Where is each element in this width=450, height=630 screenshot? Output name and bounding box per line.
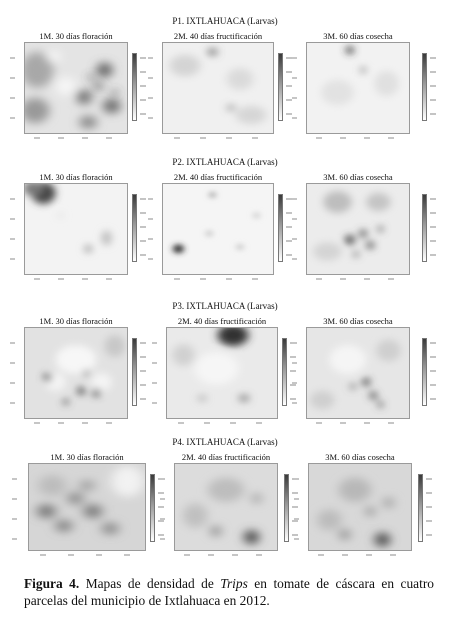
density-map <box>24 327 128 419</box>
density-map <box>24 183 128 275</box>
panel-title: 2M. 40 días fructificación <box>173 172 263 182</box>
panel-title: 2M. 40 días fructificación <box>177 316 267 326</box>
legend-bar <box>284 474 289 542</box>
y-axis-ticks <box>292 194 298 264</box>
map-panel-2m: 2M. 40 días fructificación <box>148 172 292 302</box>
x-axis-ticks <box>166 422 278 426</box>
row-title: P1. IXTLAHUACA (Larvas) <box>172 16 278 26</box>
figure-row-p4: P4. IXTLAHUACA (Larvas) 1M. 30 días flor… <box>0 437 450 577</box>
legend-bar <box>278 194 283 262</box>
legend-ticks <box>426 474 436 542</box>
map-panel-1m: 1M. 30 días floración <box>10 316 146 446</box>
map-panel-3m: 3M. 60 días cosecha <box>292 316 436 446</box>
legend-bar <box>278 53 283 121</box>
panel-title: 1M. 30 días floración <box>50 452 124 462</box>
figure-caption: Figura 4. Mapas de densidad de Trips en … <box>24 575 434 609</box>
x-axis-ticks <box>174 554 278 558</box>
panel-title: 3M. 60 días cosecha <box>323 172 393 182</box>
density-map <box>306 42 410 134</box>
legend-ticks <box>430 53 440 121</box>
legend-ticks <box>430 194 440 262</box>
caption-label: Figura 4. <box>24 576 80 591</box>
y-axis-ticks <box>148 53 154 123</box>
row-title: P3. IXTLAHUACA (Larvas) <box>172 301 278 311</box>
y-axis-ticks <box>10 194 16 264</box>
map-panel-2m: 2M. 40 días fructificación <box>152 316 296 446</box>
y-axis-ticks <box>292 53 298 123</box>
x-axis-ticks <box>28 554 146 558</box>
density-map <box>308 463 412 551</box>
map-panel-1m: 1M. 30 días floración <box>10 31 146 161</box>
density-map <box>166 327 278 419</box>
y-axis-ticks <box>10 53 16 123</box>
legend-bar <box>418 474 423 542</box>
x-axis-ticks <box>24 278 128 282</box>
x-axis-ticks <box>162 278 274 282</box>
x-axis-ticks <box>306 278 410 282</box>
map-panel-2m: 2M. 40 días fructificación <box>148 31 292 161</box>
legend-ticks <box>286 194 296 262</box>
x-axis-ticks <box>306 422 410 426</box>
x-axis-ticks <box>24 137 128 141</box>
density-map <box>306 183 410 275</box>
legend-ticks <box>286 53 296 121</box>
y-axis-ticks <box>12 474 18 544</box>
panel-title: 3M. 60 días cosecha <box>323 31 393 41</box>
panel-title: 3M. 60 días cosecha <box>323 316 393 326</box>
legend-ticks <box>140 338 150 406</box>
y-axis-ticks <box>292 338 298 408</box>
y-axis-ticks <box>10 338 16 408</box>
x-axis-ticks <box>308 554 412 558</box>
legend-ticks <box>140 194 150 262</box>
legend-bar <box>422 53 427 121</box>
legend-bar <box>132 194 137 262</box>
map-panel-1m: 1M. 30 días floración <box>10 172 146 302</box>
density-map <box>306 327 410 419</box>
legend-ticks <box>140 53 150 121</box>
y-axis-ticks <box>160 474 166 544</box>
legend-bar <box>132 338 137 406</box>
y-axis-ticks <box>294 474 300 544</box>
map-panel-1m: 1M. 30 días floración <box>12 452 164 572</box>
caption-italic-term: Trips <box>220 576 248 591</box>
map-panel-3m: 3M. 60 días cosecha <box>292 31 436 161</box>
map-panel-3m: 3M. 60 días cosecha <box>294 452 432 572</box>
panel-title: 2M. 40 días fructificación <box>173 31 263 41</box>
y-axis-ticks <box>152 338 158 408</box>
caption-text-after: en tomate de cáscara en cuatro parcelas … <box>24 576 434 608</box>
panel-title: 1M. 30 días floración <box>39 31 113 41</box>
density-map <box>24 42 128 134</box>
density-map <box>162 42 274 134</box>
x-axis-ticks <box>24 422 128 426</box>
x-axis-ticks <box>162 137 274 141</box>
legend-bar <box>422 194 427 262</box>
map-panel-2m: 2M. 40 días fructificación <box>160 452 298 572</box>
figure-row-p1: P1. IXTLAHUACA (Larvas) 1M. 30 días flor… <box>0 16 450 166</box>
figure-row-p3: P3. IXTLAHUACA (Larvas) 1M. 30 días flor… <box>0 301 450 451</box>
caption-text-before: Mapas de densidad de <box>79 576 221 591</box>
panel-title: 1M. 30 días floración <box>39 316 113 326</box>
figure-row-p2: P2. IXTLAHUACA (Larvas) 1M. 30 días flor… <box>0 157 450 307</box>
legend-bar <box>150 474 155 542</box>
legend-ticks <box>430 338 440 406</box>
panel-title: 3M. 60 días cosecha <box>325 452 395 462</box>
legend-bar <box>132 53 137 121</box>
density-map <box>162 183 274 275</box>
map-panel-3m: 3M. 60 días cosecha <box>292 172 436 302</box>
density-map <box>174 463 278 551</box>
x-axis-ticks <box>306 137 410 141</box>
row-title: P4. IXTLAHUACA (Larvas) <box>172 437 278 447</box>
y-axis-ticks <box>148 194 154 264</box>
row-title: P2. IXTLAHUACA (Larvas) <box>172 157 278 167</box>
panel-title: 1M. 30 días floración <box>39 172 113 182</box>
legend-bar <box>282 338 287 406</box>
legend-bar <box>422 338 427 406</box>
panel-title: 2M. 40 días fructificación <box>181 452 271 462</box>
density-map <box>28 463 146 551</box>
